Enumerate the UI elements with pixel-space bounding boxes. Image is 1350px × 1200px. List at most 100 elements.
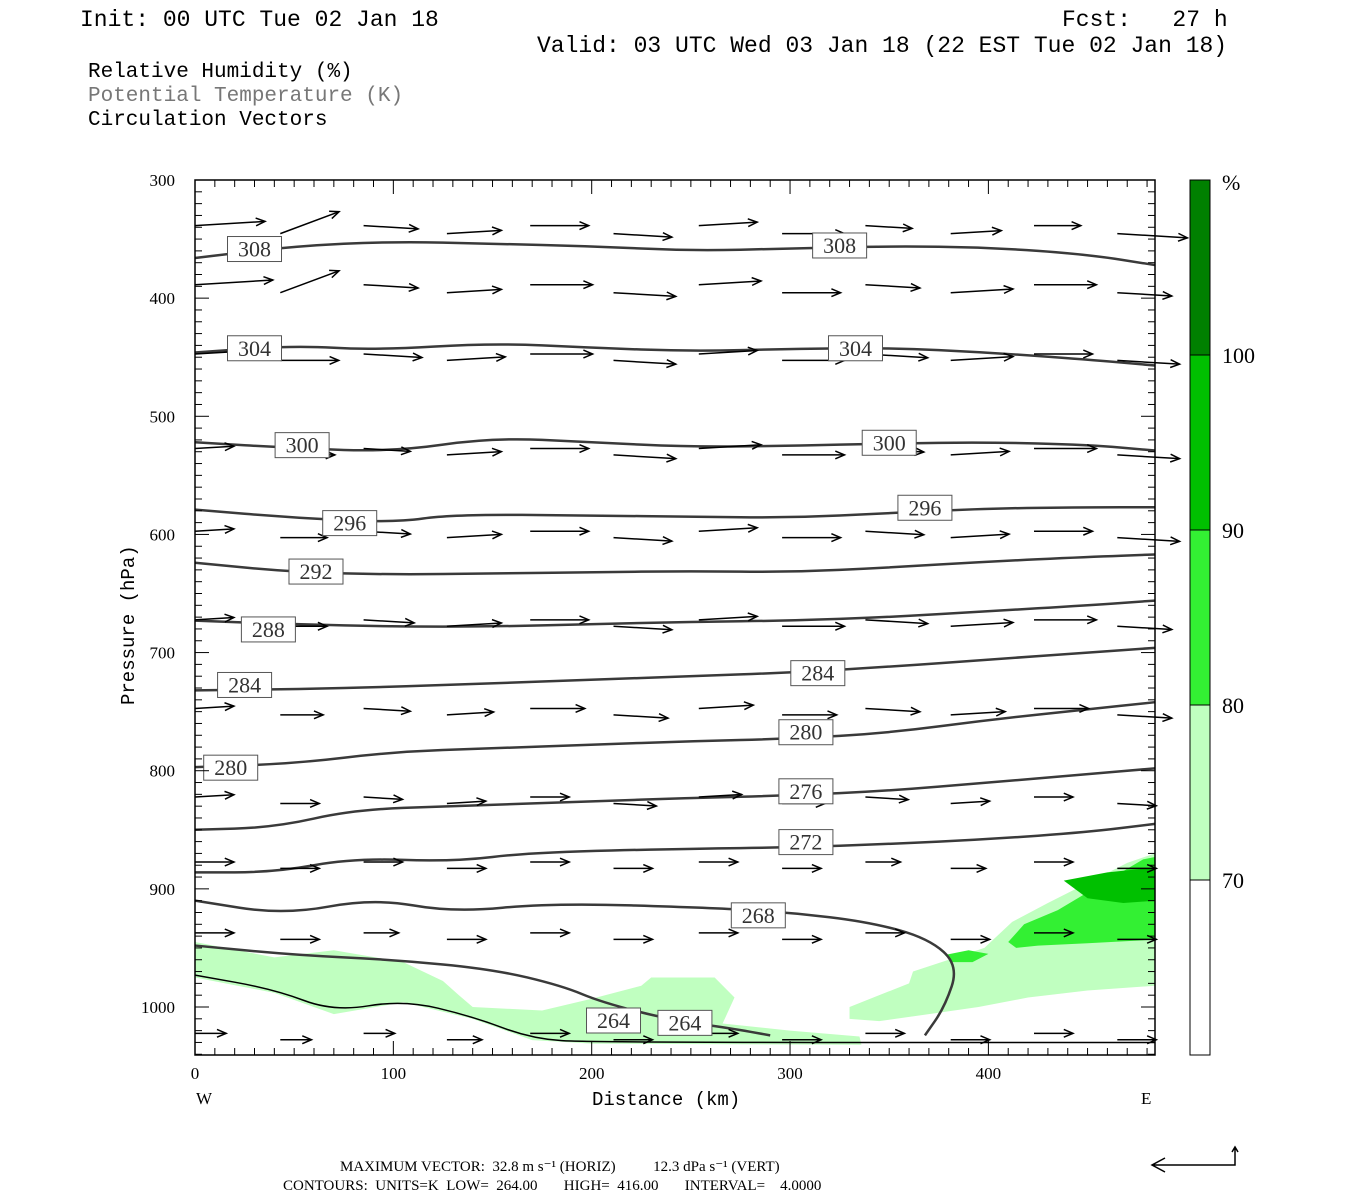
vector-arrow: [363, 706, 413, 716]
vector-head: [910, 706, 922, 716]
vector-head: [472, 1035, 484, 1045]
vector-head: [329, 269, 341, 279]
rh-region-70-80: [195, 942, 862, 1045]
vector-head: [1083, 349, 1095, 359]
vector-head: [400, 528, 413, 539]
vector-head: [224, 613, 236, 623]
vector-head: [309, 798, 322, 809]
vector-arrow: [865, 1028, 907, 1038]
colorbar-segment: [1189, 179, 1211, 356]
vector-head: [559, 928, 572, 938]
vector-head: [224, 524, 236, 535]
contour-label-box: [227, 236, 283, 263]
vector-arrow: [530, 221, 591, 231]
vector-arrow: [613, 713, 670, 723]
vector-head: [491, 530, 504, 540]
vector-head: [579, 443, 591, 454]
contour-label-box: [322, 510, 378, 537]
vector-shaft: [865, 707, 920, 713]
vector-head: [1146, 863, 1159, 874]
vector-head: [747, 346, 760, 356]
vector-shaft: [950, 621, 1014, 627]
vector-arrow: [1117, 290, 1174, 301]
y-tick-label: 800: [150, 762, 176, 781]
vector-head: [1086, 615, 1099, 625]
vector-arrow: [363, 794, 405, 804]
vector-head: [811, 934, 824, 944]
vector-arrow: [950, 352, 1015, 362]
vector-head: [559, 1028, 572, 1038]
vector-head: [1063, 1028, 1075, 1038]
vector-shaft: [280, 210, 340, 235]
vector-arrow: [446, 863, 488, 874]
contour-label: 276: [789, 779, 822, 804]
vector-arrow: [613, 536, 674, 546]
vector-head: [831, 533, 843, 543]
vector-shaft: [950, 450, 1010, 456]
vector-shaft: [194, 793, 234, 798]
vector-arrow: [865, 618, 930, 628]
vector-arrow: [194, 613, 236, 623]
vector-shaft: [698, 444, 762, 450]
vector-head: [579, 221, 591, 231]
vector-arrow: [782, 1035, 824, 1045]
vector-head: [666, 291, 678, 301]
vector-arrow: [530, 526, 591, 536]
vector-shaft: [950, 229, 1002, 235]
vector-shaft: [950, 533, 1010, 539]
vector-head: [666, 453, 678, 463]
vector-arrow: [363, 617, 417, 627]
vector-head: [747, 523, 760, 533]
vector-arrow: [280, 269, 341, 294]
vector-head: [898, 794, 911, 804]
vector-arrow: [530, 703, 587, 714]
vector-shaft: [698, 349, 758, 355]
vector-arrow: [1117, 713, 1174, 723]
rh-region-90-100: [1063, 867, 1155, 904]
vector-shaft: [446, 356, 506, 362]
vector-arrow: [530, 928, 572, 938]
vector-head: [400, 706, 413, 716]
vector-arrow: [613, 624, 674, 634]
contour-label: 300: [286, 433, 319, 458]
vector-head: [400, 446, 413, 456]
vector-head: [811, 863, 824, 874]
vector-arrow: [698, 276, 764, 287]
vector-head: [224, 790, 236, 800]
contour-label: 284: [228, 672, 261, 697]
vector-shaft: [446, 800, 486, 805]
vector-head: [559, 792, 572, 802]
vector-shaft: [194, 279, 273, 286]
vector-arrow: [446, 226, 504, 236]
vector-arrow: [1117, 232, 1190, 242]
y-tick-label: 400: [150, 289, 176, 308]
vector-head: [1162, 290, 1174, 301]
vector-arrow: [446, 1035, 484, 1045]
vector-head: [392, 794, 405, 804]
x-tick-label: 400: [976, 1064, 1002, 1083]
vector-head: [1086, 443, 1099, 454]
vector-head: [583, 349, 595, 359]
contour-label-box: [778, 829, 834, 856]
vector-head: [976, 863, 988, 874]
vector-head: [666, 359, 678, 369]
vector-arrow: [613, 863, 655, 874]
contour-label-box: [897, 494, 953, 521]
vector-head: [1071, 221, 1083, 231]
contour-label: 284: [801, 661, 834, 686]
vector-shaft: [1117, 625, 1172, 631]
vector-arrow: [363, 928, 401, 938]
y-tick-label: 600: [150, 525, 176, 544]
colorbar-level-label: 70: [1222, 868, 1244, 893]
vector-arrow: [782, 621, 847, 631]
y-tick-label: 900: [150, 880, 176, 899]
vector-shaft: [950, 355, 1014, 362]
vector-head: [979, 797, 992, 807]
y-tick-label: 300: [150, 171, 176, 190]
colorbar-segment: [1189, 354, 1211, 531]
contour-label-box: [288, 558, 344, 585]
vector-arrow: [782, 533, 843, 543]
vector-head: [910, 282, 922, 293]
vector-arrow: [1034, 928, 1075, 938]
contour-label-box: [586, 1007, 642, 1034]
